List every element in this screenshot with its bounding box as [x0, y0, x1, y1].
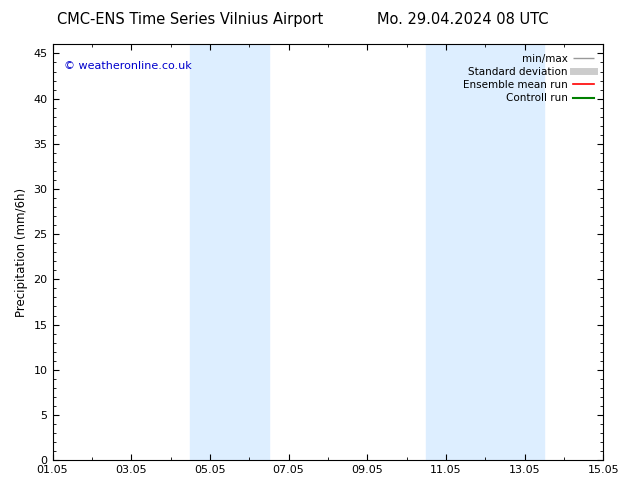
Legend: min/max, Standard deviation, Ensemble mean run, Controll run: min/max, Standard deviation, Ensemble me… — [459, 49, 598, 107]
Text: CMC-ENS Time Series Vilnius Airport: CMC-ENS Time Series Vilnius Airport — [57, 12, 323, 27]
Text: © weatheronline.co.uk: © weatheronline.co.uk — [63, 61, 191, 71]
Y-axis label: Precipitation (mm/6h): Precipitation (mm/6h) — [15, 188, 28, 317]
Bar — [426, 45, 544, 460]
Text: Mo. 29.04.2024 08 UTC: Mo. 29.04.2024 08 UTC — [377, 12, 548, 27]
Bar — [190, 45, 269, 460]
